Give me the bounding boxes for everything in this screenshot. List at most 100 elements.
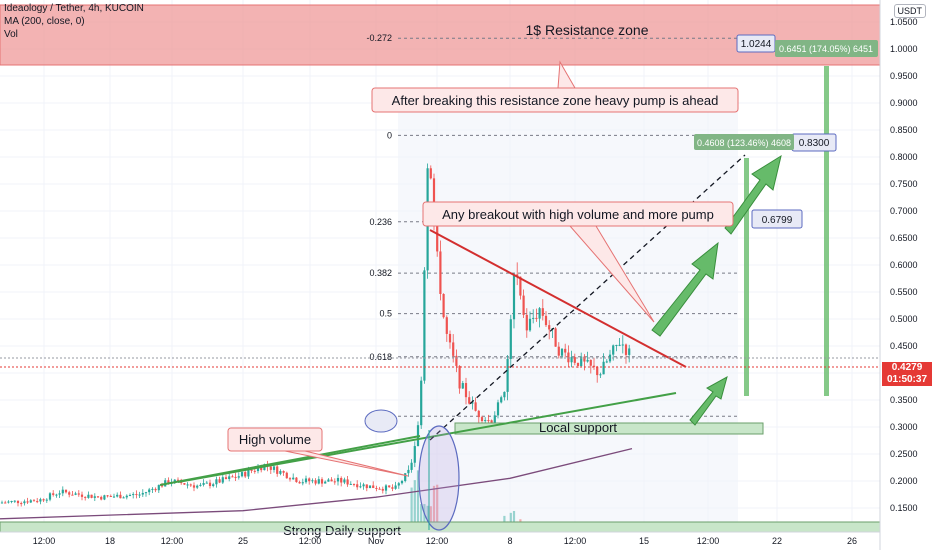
high-volume-ellipse[interactable]	[418, 425, 460, 531]
callout-high-volume[interactable]: High volume	[227, 427, 409, 477]
candle-body	[618, 344, 621, 346]
candle-body	[132, 494, 135, 496]
local-support-label: Local support	[539, 420, 617, 435]
candle-body	[36, 501, 39, 503]
candle-body	[276, 466, 279, 474]
candle-body	[196, 485, 199, 488]
candle-body	[208, 482, 212, 487]
candle-body	[519, 276, 522, 296]
svg-text:0.8300: 0.8300	[799, 138, 830, 149]
candle-body	[592, 365, 596, 367]
candle-body	[365, 484, 368, 489]
time-axis[interactable]: 12:00 18 12:00 25 12:00 Nov 12:00 8 12:00 15 12:00…	[33, 536, 857, 546]
candle-body	[324, 481, 327, 484]
red-resistance-trendline[interactable]	[429, 229, 687, 368]
candle-body	[250, 469, 253, 471]
green-trendline-upper[interactable]	[159, 435, 421, 486]
candle-body	[282, 471, 285, 473]
candle-body	[112, 496, 116, 498]
time-tick-label: 26	[847, 536, 857, 546]
candle-body	[52, 493, 55, 495]
time-tick-label: 12:00	[426, 536, 449, 546]
candle-body	[400, 481, 404, 484]
candle-body	[13, 500, 16, 502]
target-label-0-6799[interactable]: 0.6799	[751, 209, 803, 229]
fib-level-label: 0.618	[369, 352, 392, 362]
callout-breakout[interactable]: Any breakout with high volume and more p…	[422, 201, 734, 323]
candle-body	[349, 483, 352, 485]
candle-body	[477, 410, 480, 418]
price-tick-label: 0.5500	[890, 287, 918, 297]
candle-body	[388, 485, 391, 488]
target-bar-2[interactable]	[824, 66, 829, 396]
candle-body	[23, 501, 26, 504]
callout-high-volume-text: High volume	[239, 432, 311, 447]
candle-body	[304, 478, 308, 483]
candle-body	[183, 483, 186, 485]
candle-body	[493, 415, 496, 423]
candle-body	[583, 356, 586, 362]
candle-body	[311, 480, 314, 482]
candle-body	[608, 354, 612, 362]
fib-level-label: -0.272	[366, 33, 392, 43]
candle-body	[420, 380, 423, 426]
candle-body	[500, 397, 503, 403]
candle-body	[442, 293, 445, 318]
resistance-zone[interactable]	[0, 4, 881, 66]
candle-body	[532, 317, 535, 319]
callout-after-breaking[interactable]: After breaking this resistance zone heav…	[371, 60, 739, 113]
candle-body	[106, 495, 109, 497]
candle-body	[448, 333, 452, 343]
candle-body	[292, 477, 295, 480]
candle-body	[215, 479, 218, 485]
candle-body	[221, 477, 224, 483]
candle-body	[429, 168, 432, 179]
candle-body	[560, 348, 564, 356]
fib-level-label: 0.5	[379, 309, 392, 319]
candle-body	[234, 476, 237, 478]
candle-body	[90, 494, 93, 498]
time-tick-label: 25	[238, 536, 248, 546]
candle-body	[586, 359, 589, 362]
candle-body	[125, 495, 128, 498]
currency-label[interactable]: USDT	[893, 4, 926, 18]
candle-body	[228, 476, 231, 480]
candle-body	[212, 484, 215, 487]
candle-body	[423, 270, 426, 381]
price-tick-label: 0.3000	[890, 422, 918, 432]
price-axis[interactable]: 1.0500 1.0000 0.9500 0.9000 0.8500 0.8000 0.75…	[890, 17, 918, 513]
target-measure-2[interactable]: 0.4608 (123.46%) 4608	[694, 134, 794, 150]
candle-body	[352, 483, 356, 485]
price-tick-label: 1.0500	[890, 17, 918, 27]
candle-body	[535, 317, 538, 319]
candle-body	[224, 477, 228, 480]
legend-symbol[interactable]: Ideaology / Tether, 4h, KUCOIN	[4, 3, 144, 14]
legend-ma[interactable]: MA (200, close, 0)	[4, 16, 85, 27]
target-label-0-8300[interactable]: 0.8300	[791, 133, 837, 152]
candle-body	[144, 492, 148, 494]
candle-body	[621, 344, 624, 346]
candle-body	[253, 470, 256, 472]
candle-body	[615, 344, 618, 346]
target-bar-1[interactable]	[744, 158, 749, 396]
target-label-1-0244[interactable]: 1.0244	[736, 34, 776, 53]
candle-body	[39, 499, 42, 502]
candle-body	[541, 308, 544, 316]
candle-body	[173, 479, 176, 483]
volume-bar	[416, 470, 420, 530]
legend-vol[interactable]: Vol	[4, 29, 18, 40]
countdown-badge: 01:50:37	[882, 374, 932, 386]
candle-body	[148, 489, 151, 493]
candle-body	[240, 472, 244, 477]
price-tick-label: 0.2500	[890, 449, 918, 459]
candle-body	[474, 402, 477, 411]
candle-body	[189, 484, 192, 486]
candle-body	[20, 503, 23, 505]
local-support-zone[interactable]	[454, 422, 764, 435]
price-tick-label: 0.9000	[890, 98, 918, 108]
price-tick-label: 0.5000	[890, 314, 918, 324]
candle-body	[29, 500, 32, 503]
target-measure-3[interactable]: 0.6451 (174.05%) 6451	[775, 40, 878, 57]
